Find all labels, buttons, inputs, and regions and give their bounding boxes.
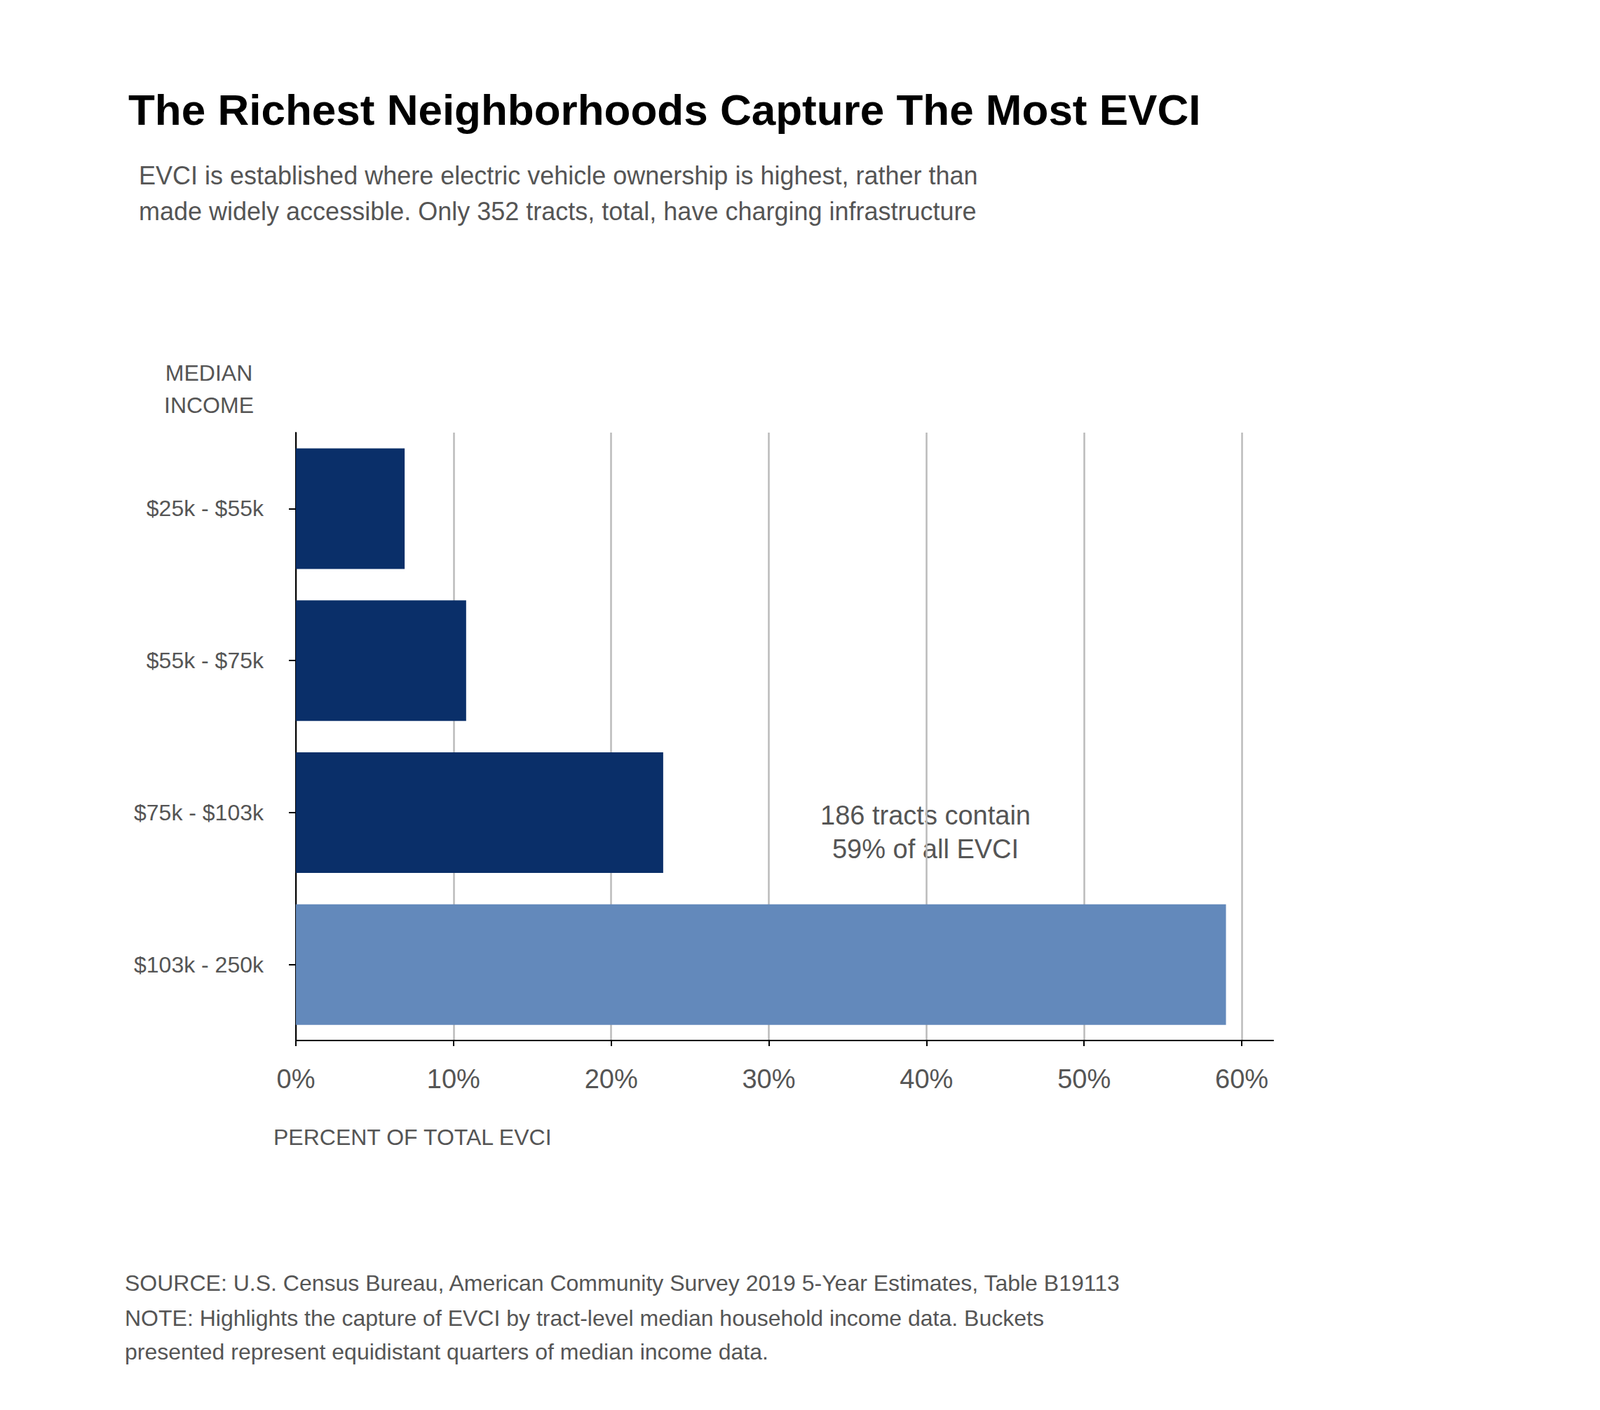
svg-text:0%: 0% (276, 1064, 316, 1094)
svg-text:59% of all EVCI: 59% of all EVCI (832, 834, 1019, 864)
svg-text:20%: 20% (584, 1064, 639, 1094)
svg-text:186 tracts contain: 186 tracts contain (820, 800, 1031, 831)
svg-text:EVCI is established where elec: EVCI is established where electric vehic… (138, 161, 979, 191)
svg-text:$55k - $75k: $55k - $75k (146, 647, 265, 674)
svg-text:50%: 50% (1057, 1064, 1111, 1094)
svg-text:10%: 10% (426, 1064, 481, 1094)
svg-text:$25k - $55k: $25k - $55k (146, 495, 265, 521)
svg-text:presented represent equidistan: presented represent equidistant quarters… (124, 1339, 769, 1365)
svg-text:$75k - $103k: $75k - $103k (133, 800, 265, 826)
svg-text:40%: 40% (899, 1064, 953, 1094)
svg-text:30%: 30% (741, 1064, 796, 1094)
svg-text:SOURCE: U.S. Census Bureau, Am: SOURCE: U.S. Census Bureau, American Com… (124, 1270, 1120, 1296)
svg-text:MEDIAN: MEDIAN (165, 360, 253, 386)
svg-text:The Richest Neighborhoods Capt: The Richest Neighborhoods Capture The Mo… (128, 85, 1201, 134)
svg-text:made widely accessible. Only 3: made widely accessible. Only 352 tracts,… (138, 197, 977, 226)
svg-text:PERCENT OF TOTAL EVCI: PERCENT OF TOTAL EVCI (273, 1124, 552, 1150)
svg-text:60%: 60% (1215, 1064, 1269, 1094)
svg-text:NOTE: Highlights the capture o: NOTE: Highlights the capture of EVCI by … (124, 1305, 1044, 1331)
svg-text:INCOME: INCOME (164, 392, 254, 418)
svg-text:$103k - 250k: $103k - 250k (133, 952, 265, 978)
